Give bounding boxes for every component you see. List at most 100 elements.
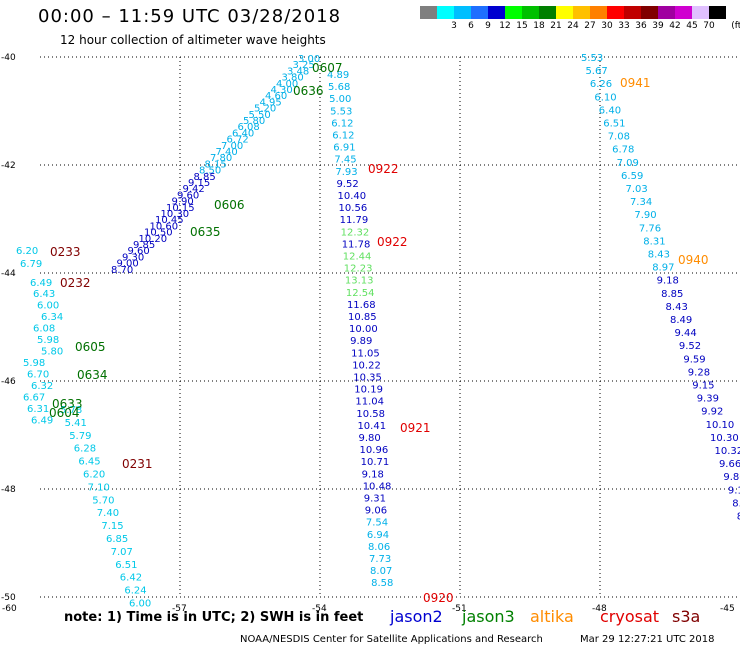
wave-height-label: 6.51 — [115, 560, 137, 571]
wave-height-label: 8.31 — [643, 236, 665, 247]
wave-height-label: 8.06 — [368, 542, 390, 553]
wave-height-label: 6.40 — [599, 105, 621, 116]
wave-height-label: 10.20 — [139, 234, 168, 245]
x-tick-label: -48 — [592, 604, 607, 614]
wave-height-label: 8.97 — [652, 263, 674, 274]
wave-height-label: 12.44 — [343, 252, 372, 263]
wave-height-label: 5.50 — [249, 110, 271, 121]
wave-height-label: 10.50 — [144, 228, 173, 239]
wave-height-label: 7.54 — [366, 518, 388, 529]
wave-height-label: 5.53 — [581, 53, 603, 64]
wave-height-label: 7.09 — [617, 158, 639, 169]
wave-height-label: 9.15 — [692, 381, 714, 392]
wave-height-label: 4.89 — [327, 70, 349, 81]
wave-height-label: 6.12 — [332, 131, 354, 142]
wave-height-label: 10.22 — [352, 360, 381, 371]
wave-height-label: 9.89 — [350, 336, 372, 347]
y-tick-label: -48 — [1, 485, 16, 495]
wave-height-label: 11.78 — [342, 239, 371, 250]
wave-height-label: 8.58 — [371, 578, 393, 589]
wave-height-label: 10.71 — [361, 457, 390, 468]
wave-height-label: 10.85 — [348, 312, 377, 323]
wave-height-label: 6.45 — [78, 457, 100, 468]
color-scale-label: 33 — [618, 21, 630, 31]
color-scale-label: 70 — [703, 21, 715, 31]
color-swatch — [454, 6, 471, 19]
wave-height-label: 10.19 — [354, 385, 383, 396]
color-swatch — [641, 6, 658, 19]
wave-height-label: 10.10 — [706, 420, 735, 431]
wave-height-label: 8.6 — [732, 498, 740, 509]
color-scale-label: 30 — [601, 21, 613, 31]
wave-height-label: 4.30 — [271, 85, 293, 96]
wave-height-label: 10.48 — [363, 481, 392, 492]
wave-height-label: 5.41 — [65, 418, 87, 429]
wave-height-label: 10.96 — [360, 445, 389, 456]
wave-height-label: 6.31 — [27, 404, 49, 415]
wave-height-label: 9.66 — [719, 459, 740, 470]
legend-jason2: jason2 — [390, 607, 443, 626]
wave-height-label: 8.43 — [648, 250, 670, 261]
wave-height-label: 9.44 — [674, 328, 696, 339]
time-label: 0605 — [75, 340, 106, 354]
time-label: 0636 — [293, 84, 324, 98]
wave-height-label: 5.80 — [41, 347, 63, 358]
wave-height-label: 9.52 — [336, 179, 358, 190]
wave-height-label: 6.42 — [120, 573, 142, 584]
wave-height-label: 6.00 — [37, 301, 59, 312]
wave-height-label: 10.30 — [710, 433, 739, 444]
color-scale-label: 42 — [669, 21, 681, 31]
wave-height-label: 3.00 — [298, 54, 320, 65]
wave-height-label: 11.68 — [347, 300, 376, 311]
page-subtitle: 12 hour collection of altimeter wave hei… — [60, 33, 326, 47]
wave-height-label: 10.32 — [715, 446, 740, 457]
time-label: 0941 — [620, 76, 651, 90]
wave-height-label: 7.15 — [101, 521, 123, 532]
wave-height-label: 9.18 — [362, 469, 384, 480]
wave-height-label: 9.00 — [117, 259, 139, 270]
wave-height-label: 6.51 — [603, 119, 625, 130]
color-swatch — [692, 6, 709, 19]
wave-height-label: 8.50 — [199, 166, 221, 177]
legend-altika: altika — [530, 607, 574, 626]
wave-height-label: 6.12 — [331, 118, 353, 129]
page-title: 00:00 – 11:59 UTC 03/28/2018 — [38, 6, 342, 27]
wave-height-label: 9.60 — [128, 246, 150, 257]
wave-height-label: 6.43 — [33, 289, 55, 300]
wave-height-label: 11.79 — [340, 215, 369, 226]
color-scale-label: 15 — [516, 21, 528, 31]
wave-height-label: 12.54 — [346, 288, 375, 299]
wave-height-label: 6.08 — [238, 122, 260, 133]
wave-height-label: 7.34 — [630, 197, 652, 208]
wave-height-label: 13.13 — [345, 276, 374, 287]
wave-height-label: 12.32 — [341, 227, 370, 238]
wave-height-label: 4.95 — [260, 97, 282, 108]
wave-height-label: 10.60 — [150, 221, 179, 232]
wave-height-label: 9.42 — [183, 184, 205, 195]
wave-height-label: 7.40 — [97, 508, 119, 519]
color-scale-label: 9 — [485, 21, 491, 31]
color-scale-label: 3 — [451, 21, 457, 31]
wave-height-label: 10.45 — [155, 215, 184, 226]
wave-height-label: 6.34 — [41, 312, 63, 323]
color-scale-label: 12 — [499, 21, 511, 31]
wave-height-label: 9.15 — [188, 178, 210, 189]
time-label: 0922 — [368, 162, 399, 176]
y-tick-label: -42 — [1, 161, 16, 171]
wave-height-label: 6.28 — [74, 444, 96, 455]
wave-height-label: 6.10 — [594, 92, 616, 103]
wave-height-label: 10.30 — [161, 209, 190, 220]
wave-height-label: 5.67 — [585, 66, 607, 77]
wave-height-label: 10.58 — [356, 409, 385, 420]
wave-height-label: 5.79 — [69, 431, 91, 442]
wave-height-label: 9.92 — [701, 407, 723, 418]
wave-height-label: 11.05 — [351, 348, 380, 359]
wave-height-label: 7.90 — [634, 210, 656, 221]
color-swatch — [420, 6, 437, 19]
wave-height-label: 7.76 — [639, 223, 661, 234]
wave-height-label: 6.59 — [621, 171, 643, 182]
wave-height-label: 8.85 — [661, 289, 683, 300]
wave-height-label: 3.80 — [282, 73, 304, 84]
wave-height-label: 10.56 — [339, 203, 368, 214]
